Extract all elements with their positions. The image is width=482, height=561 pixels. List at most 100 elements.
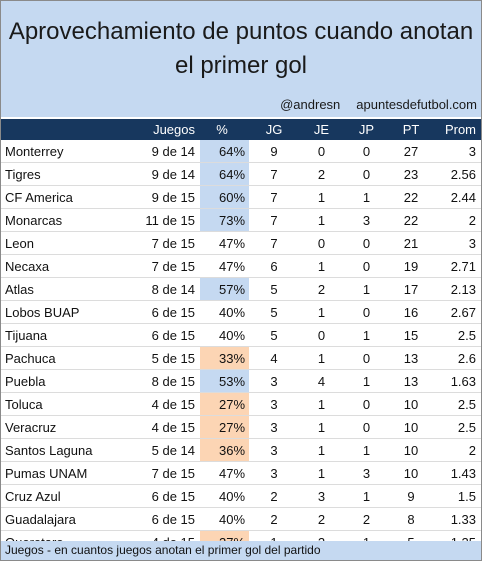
cell-pt: 22 xyxy=(389,185,433,209)
cell-pct: 27% xyxy=(200,392,249,416)
cell-jg: 7 xyxy=(249,185,299,209)
cell-pt: 15 xyxy=(389,323,433,347)
cell-pt: 19 xyxy=(389,254,433,278)
cell-team: Cruz Azul xyxy=(1,484,113,508)
cell-je: 1 xyxy=(299,346,344,370)
cell-jg: 7 xyxy=(249,208,299,232)
cell-juegos: 6 de 15 xyxy=(113,323,200,347)
table-row: Veracruz 4 de 15 27% 3 1 0 10 2.5 xyxy=(1,415,481,439)
cell-jg: 6 xyxy=(249,254,299,278)
cell-juegos: 7 de 15 xyxy=(113,231,200,255)
header-pct: % xyxy=(200,119,249,140)
cell-pt: 27 xyxy=(389,140,433,163)
cell-team: Puebla xyxy=(1,369,113,393)
cell-prom: 2.67 xyxy=(433,300,481,324)
cell-pt: 22 xyxy=(389,208,433,232)
cell-jp: 3 xyxy=(344,208,389,232)
cell-pt: 17 xyxy=(389,277,433,301)
table-row: Toluca 4 de 15 27% 3 1 0 10 2.5 xyxy=(1,392,481,416)
cell-je: 1 xyxy=(299,300,344,324)
cell-jg: 7 xyxy=(249,162,299,186)
cell-pt: 10 xyxy=(389,392,433,416)
cell-jg: 2 xyxy=(249,484,299,508)
cell-jg: 3 xyxy=(249,392,299,416)
cell-pt: 10 xyxy=(389,415,433,439)
header-jg: JG xyxy=(249,119,299,140)
table-row: Monterrey 9 de 14 64% 9 0 0 27 3 xyxy=(1,140,481,163)
cell-juegos: 7 de 15 xyxy=(113,461,200,485)
cell-jg: 4 xyxy=(249,346,299,370)
cell-team: CF America xyxy=(1,185,113,209)
table-row: Necaxa 7 de 15 47% 6 1 0 19 2.71 xyxy=(1,254,481,278)
cell-je: 2 xyxy=(299,507,344,531)
cell-je: 1 xyxy=(299,185,344,209)
cell-team: Atlas xyxy=(1,277,113,301)
cell-jp: 3 xyxy=(344,461,389,485)
cell-jg: 9 xyxy=(249,140,299,163)
cell-jg: 5 xyxy=(249,300,299,324)
cell-juegos: 8 de 14 xyxy=(113,277,200,301)
cell-je: 1 xyxy=(299,438,344,462)
cell-je: 0 xyxy=(299,140,344,163)
cell-team: Lobos BUAP xyxy=(1,300,113,324)
cell-jg: 2 xyxy=(249,507,299,531)
cell-juegos: 6 de 15 xyxy=(113,300,200,324)
cell-pct: 40% xyxy=(200,507,249,531)
cell-juegos: 8 de 15 xyxy=(113,369,200,393)
cell-pct: 47% xyxy=(200,461,249,485)
cell-prom: 1.63 xyxy=(433,369,481,393)
cell-pt: 21 xyxy=(389,231,433,255)
cell-team: Toluca xyxy=(1,392,113,416)
table-row: Lobos BUAP 6 de 15 40% 5 1 0 16 2.67 xyxy=(1,300,481,324)
cell-prom: 2.5 xyxy=(433,323,481,347)
cell-pct: 36% xyxy=(200,438,249,462)
cell-pt: 16 xyxy=(389,300,433,324)
header-team xyxy=(1,119,113,140)
cell-jg: 3 xyxy=(249,415,299,439)
cell-juegos: 4 de 15 xyxy=(113,392,200,416)
header-prom: Prom xyxy=(433,119,481,140)
cell-jg: 7 xyxy=(249,231,299,255)
table-row: CF America 9 de 15 60% 7 1 1 22 2.44 xyxy=(1,185,481,209)
cell-pct: 57% xyxy=(200,277,249,301)
cell-juegos: 11 de 15 xyxy=(113,208,200,232)
header-jp: JP xyxy=(344,119,389,140)
cell-jp: 1 xyxy=(344,277,389,301)
cell-jp: 1 xyxy=(344,369,389,393)
title-area: Aprovechamiento de puntos cuando anotan … xyxy=(1,1,481,117)
cell-prom: 1.43 xyxy=(433,461,481,485)
cell-jp: 1 xyxy=(344,323,389,347)
cell-pct: 60% xyxy=(200,185,249,209)
cell-jp: 2 xyxy=(344,507,389,531)
table-row: Cruz Azul 6 de 15 40% 2 3 1 9 1.5 xyxy=(1,484,481,508)
cell-team: Monterrey xyxy=(1,140,113,163)
cell-prom: 2.71 xyxy=(433,254,481,278)
header-juegos: Juegos xyxy=(113,119,200,140)
cell-juegos: 9 de 14 xyxy=(113,140,200,163)
table-row: Monarcas 11 de 15 73% 7 1 3 22 2 xyxy=(1,208,481,232)
cell-team: Pachuca xyxy=(1,346,113,370)
cell-pct: 33% xyxy=(200,346,249,370)
table-row: Guadalajara 6 de 15 40% 2 2 2 8 1.33 xyxy=(1,507,481,531)
cell-jg: 3 xyxy=(249,369,299,393)
cell-pct: 64% xyxy=(200,140,249,163)
cell-juegos: 6 de 15 xyxy=(113,484,200,508)
cell-pct: 40% xyxy=(200,323,249,347)
cell-pt: 8 xyxy=(389,507,433,531)
cell-jp: 0 xyxy=(344,346,389,370)
table-row: Leon 7 de 15 47% 7 0 0 21 3 xyxy=(1,231,481,255)
cell-je: 1 xyxy=(299,415,344,439)
cell-pct: 47% xyxy=(200,231,249,255)
cell-juegos: 5 de 15 xyxy=(113,346,200,370)
cell-pct: 40% xyxy=(200,300,249,324)
table-row: Santos Laguna 5 de 14 36% 3 1 1 10 2 xyxy=(1,438,481,462)
cell-jp: 0 xyxy=(344,162,389,186)
cell-juegos: 9 de 15 xyxy=(113,185,200,209)
cell-jg: 3 xyxy=(249,461,299,485)
cell-prom: 1.33 xyxy=(433,507,481,531)
cell-pct: 73% xyxy=(200,208,249,232)
table-row: Tigres 9 de 14 64% 7 2 0 23 2.56 xyxy=(1,162,481,186)
credit-twitter: @andresn xyxy=(280,97,341,112)
cell-jg: 5 xyxy=(249,277,299,301)
cell-je: 1 xyxy=(299,254,344,278)
